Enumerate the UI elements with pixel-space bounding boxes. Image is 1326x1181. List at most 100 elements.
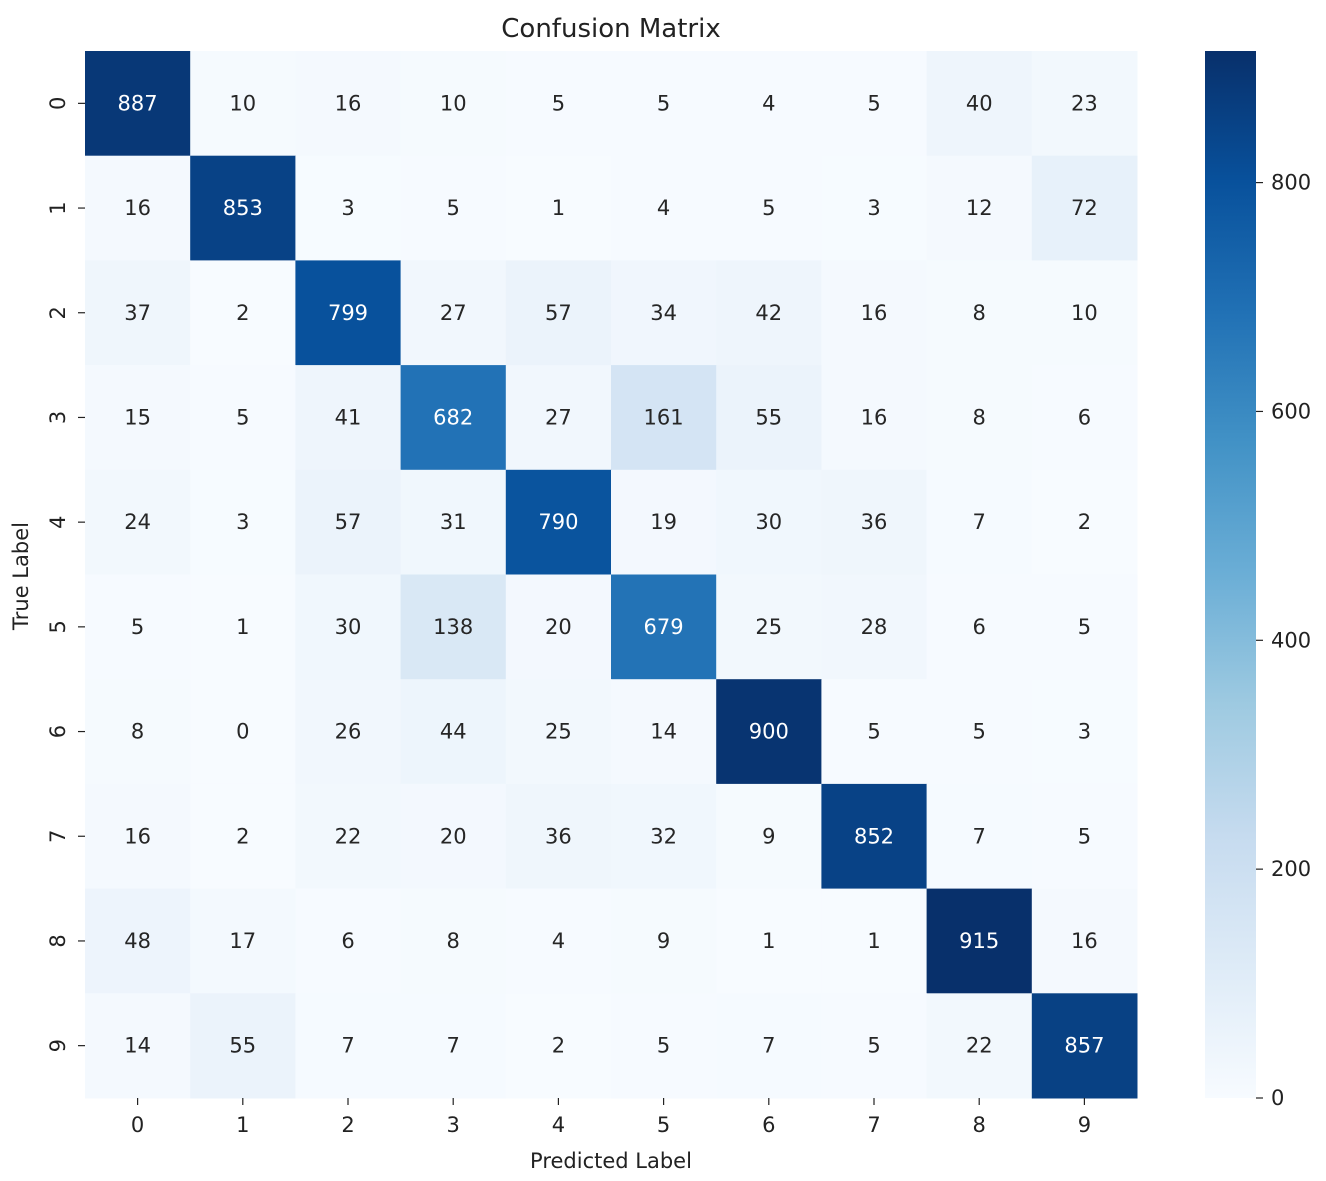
heatmap-cell [85, 679, 191, 785]
heatmap-cell [716, 679, 822, 785]
cell-label: 679 [644, 615, 684, 639]
heatmap-cell [611, 155, 717, 261]
cell-label: 19 [650, 510, 677, 534]
cell-label: 44 [440, 720, 467, 744]
heatmap-cell [190, 155, 296, 261]
cell-label: 1 [867, 929, 880, 953]
heatmap-cell [1031, 469, 1138, 575]
heatmap-cell [505, 469, 612, 575]
heatmap-cell [505, 51, 612, 157]
y-tick-label: 8 [46, 934, 70, 947]
y-tick-label: 2 [46, 306, 70, 319]
cell-label: 36 [545, 824, 572, 848]
cell-label: 2 [1078, 510, 1091, 534]
heatmap-cell [400, 993, 507, 1099]
heatmap-cell [400, 365, 507, 471]
cell-label: 7 [973, 824, 986, 848]
heatmap-cell [611, 574, 717, 680]
x-tick-label: 7 [867, 1113, 880, 1137]
heatmap-cell [716, 574, 822, 680]
heatmap-cell [400, 679, 507, 785]
heatmap-cell [821, 679, 928, 785]
heatmap-cell [85, 574, 191, 680]
y-tick-label: 7 [46, 830, 70, 843]
cell-label: 10 [440, 91, 467, 115]
cell-label: 57 [545, 301, 572, 325]
heatmap-cell [85, 469, 191, 575]
heatmap-cell [821, 469, 928, 575]
cell-label: 14 [650, 720, 677, 744]
y-tick-label: 1 [46, 201, 70, 214]
heatmap-cell [926, 260, 1033, 366]
heatmap-cell [1031, 574, 1138, 680]
heatmap-cell [611, 51, 717, 157]
heatmap-cell [400, 155, 507, 261]
heatmap-cell [926, 888, 1033, 994]
cell-label: 3 [341, 196, 354, 220]
cell-label: 2 [236, 824, 249, 848]
cell-label: 27 [440, 301, 467, 325]
cell-label: 682 [433, 405, 473, 429]
cell-label: 48 [124, 929, 151, 953]
heatmap-cell [926, 51, 1033, 157]
heatmap-cell [85, 993, 191, 1099]
cell-label: 5 [1078, 824, 1091, 848]
x-axis-label: Predicted Label [530, 1149, 692, 1173]
x-tick-label: 1 [236, 1113, 249, 1137]
cell-label: 1 [762, 929, 775, 953]
heatmap-cell [926, 469, 1033, 575]
heatmap-cell [926, 155, 1033, 261]
cell-label: 915 [959, 929, 999, 953]
cell-label: 6 [1078, 405, 1091, 429]
cell-label: 72 [1071, 196, 1098, 220]
cell-label: 2 [236, 301, 249, 325]
cell-label: 31 [440, 510, 467, 534]
heatmap-cell [505, 155, 612, 261]
cell-label: 16 [335, 91, 362, 115]
heatmap-cell [505, 365, 612, 471]
heatmap-cell [190, 469, 296, 575]
cell-label: 41 [335, 405, 362, 429]
x-tick-label: 6 [762, 1113, 775, 1137]
heatmap-cell [716, 155, 822, 261]
cell-label: 4 [762, 91, 775, 115]
cell-label: 27 [545, 405, 572, 429]
colorbar-tick-label: 400 [1271, 628, 1311, 652]
colorbar [1205, 51, 1256, 1098]
heatmap-cell [1031, 260, 1138, 366]
cell-label: 8 [973, 301, 986, 325]
heatmap-cell [821, 260, 928, 366]
heatmap-cell [295, 679, 402, 785]
cell-label: 20 [545, 615, 572, 639]
cell-label: 30 [755, 510, 782, 534]
heatmap-cell [400, 888, 507, 994]
heatmap-cell [295, 993, 402, 1099]
heatmap-cell [295, 155, 402, 261]
heatmap-cell [190, 51, 296, 157]
cell-label: 34 [650, 301, 677, 325]
heatmap-cell [400, 469, 507, 575]
cell-label: 857 [1064, 1034, 1104, 1058]
heatmap-cell [295, 260, 402, 366]
heatmap-cell [505, 679, 612, 785]
cell-label: 20 [440, 824, 467, 848]
cell-label: 7 [973, 510, 986, 534]
heatmap-cell [821, 51, 928, 157]
heatmap-cell [85, 260, 191, 366]
cell-label: 853 [223, 196, 263, 220]
cell-label: 5 [657, 91, 670, 115]
heatmap-cell [716, 888, 822, 994]
cell-label: 7 [341, 1034, 354, 1058]
heatmap-cell [1031, 888, 1138, 994]
colorbar-tick-label: 0 [1271, 1086, 1284, 1110]
cell-label: 5 [867, 1034, 880, 1058]
heatmap-cell [505, 888, 612, 994]
heatmap-cell [85, 155, 191, 261]
heatmap-cell [1031, 51, 1138, 157]
heatmap-cell [295, 51, 402, 157]
cell-label: 22 [335, 824, 362, 848]
heatmap-cell [400, 783, 507, 890]
cell-label: 9 [657, 929, 670, 953]
heatmap-cell [611, 888, 717, 994]
